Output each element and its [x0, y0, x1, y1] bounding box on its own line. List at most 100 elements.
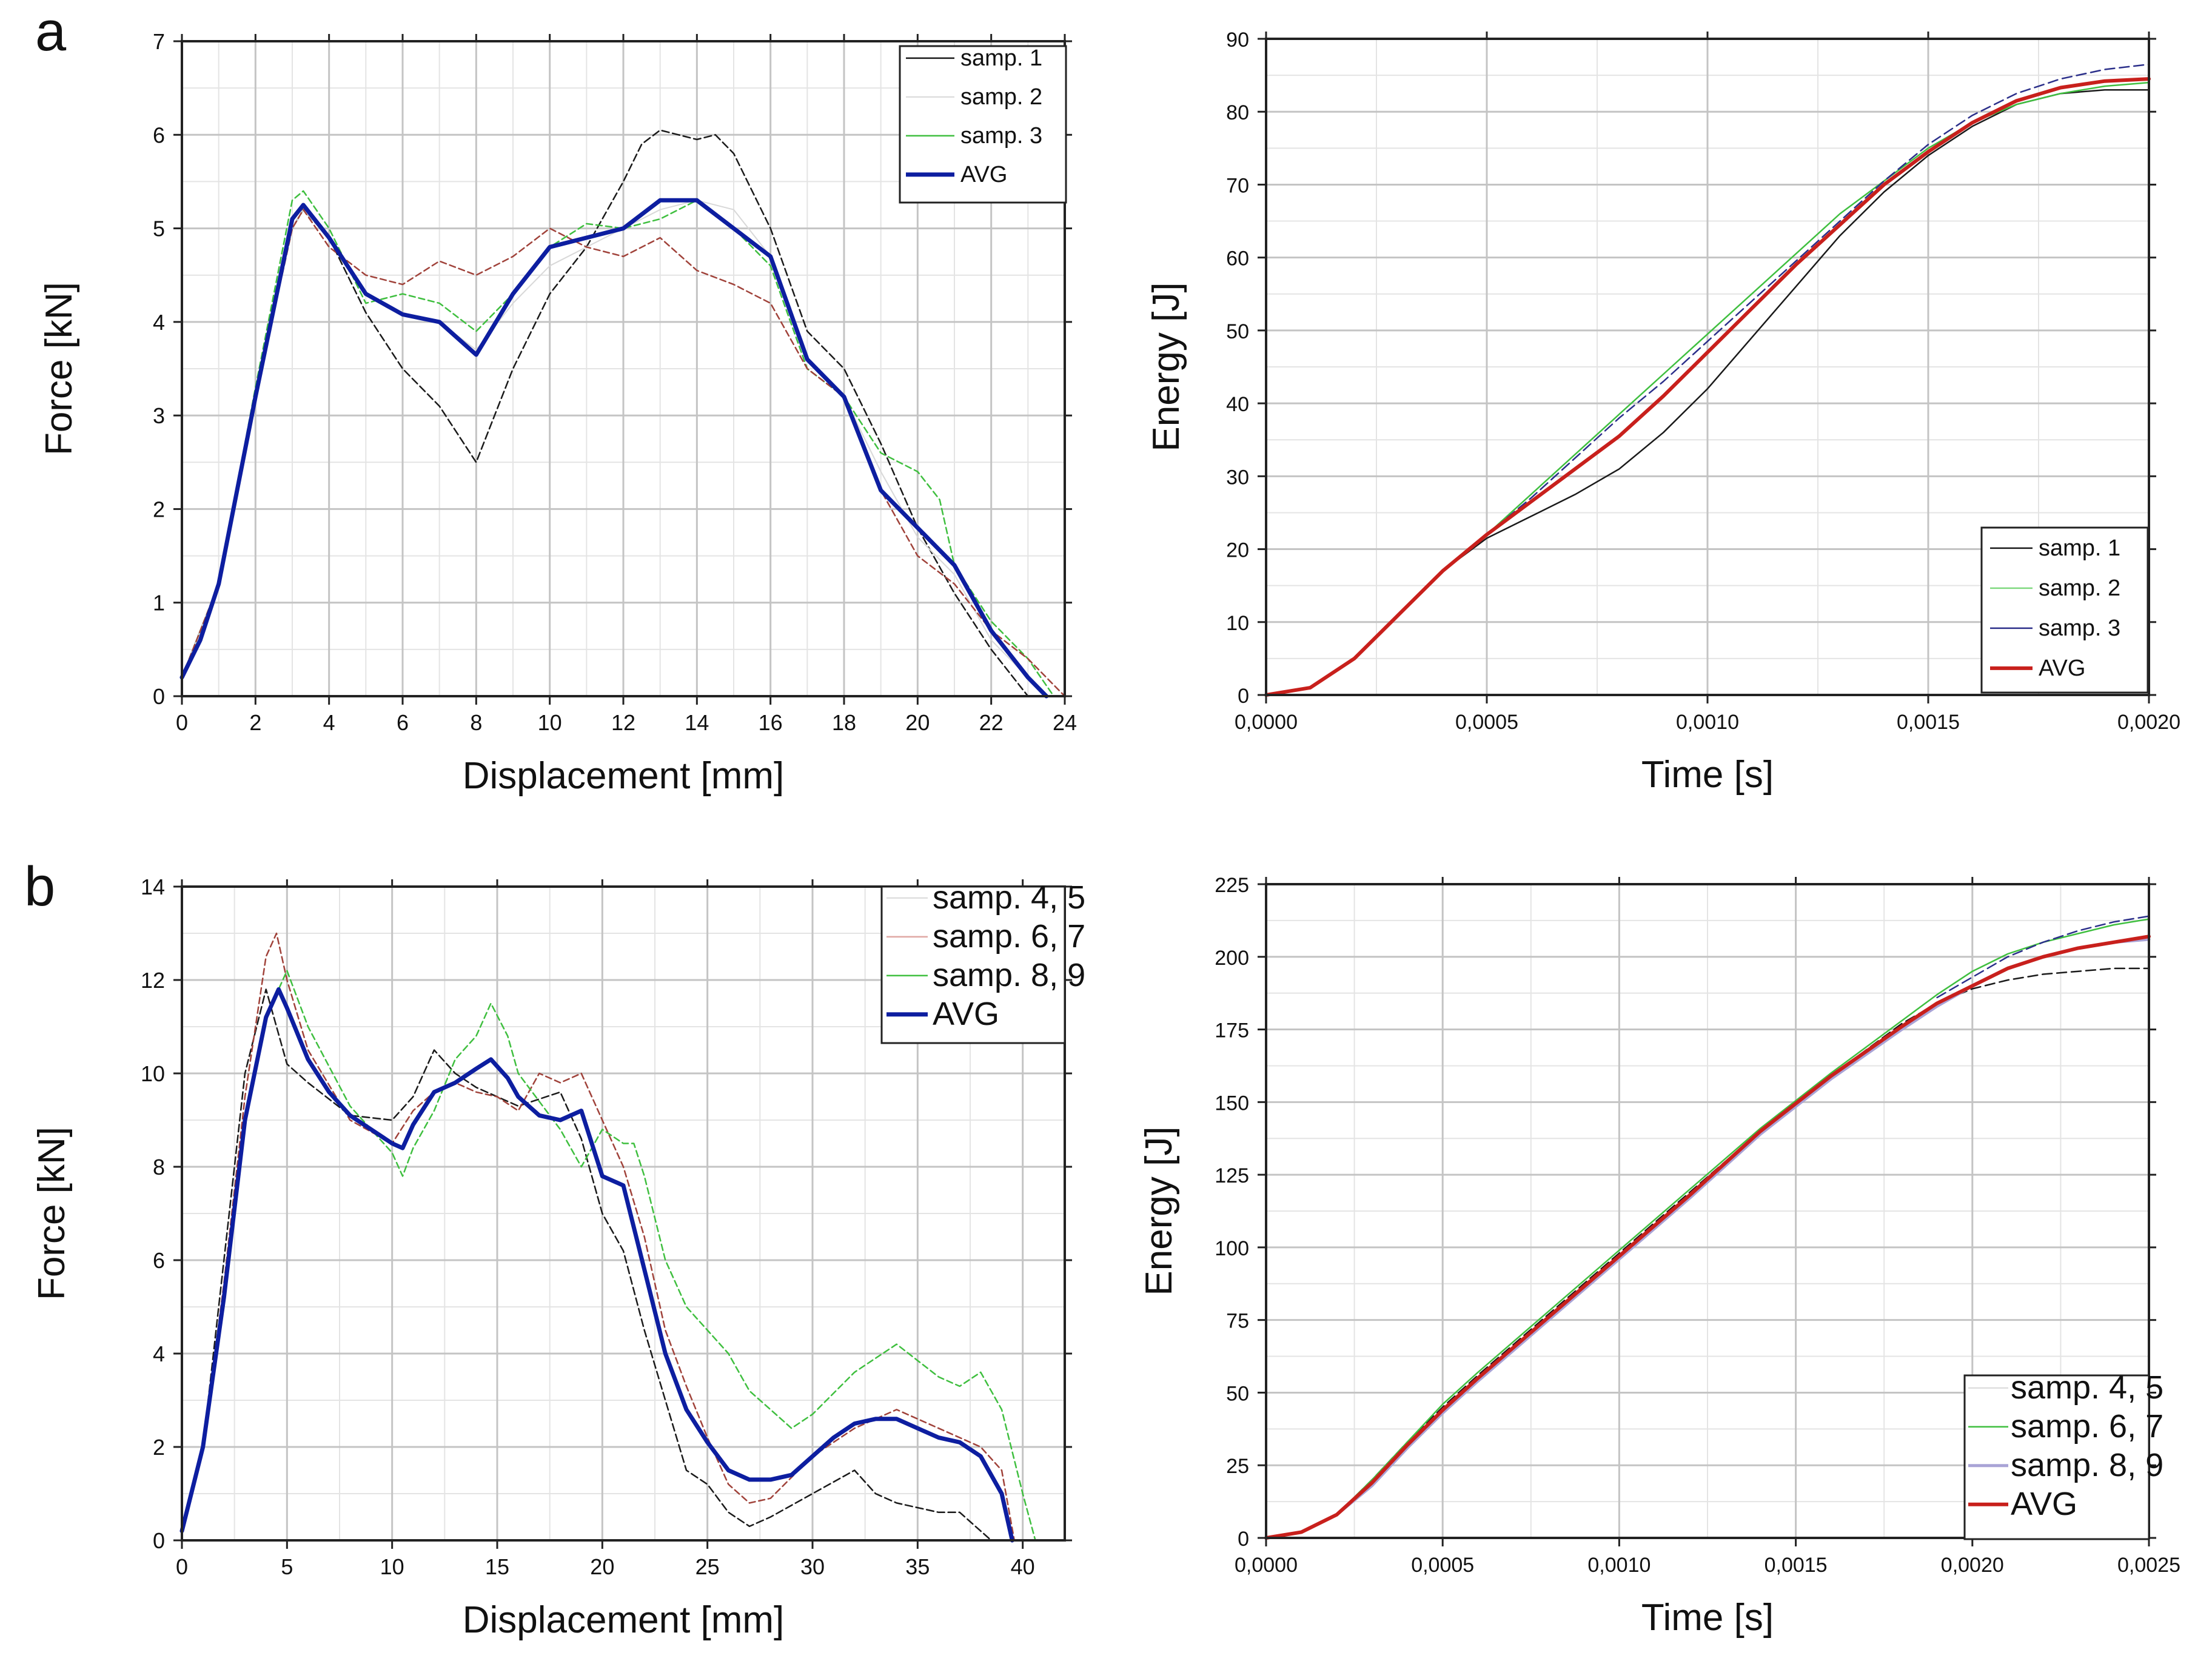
x-tick-label: 8 — [470, 710, 482, 735]
x-tick-label: 0,0025 — [2117, 1554, 2180, 1577]
legend-box — [1963, 1374, 2150, 1540]
legend-label: samp. 1 — [2039, 535, 2120, 561]
legend-label: samp. 8, 9 — [933, 957, 1085, 993]
x-tick-label: 20 — [905, 710, 930, 735]
x-tick-label: 24 — [1053, 710, 1077, 735]
x-tick-label: 0,0005 — [1411, 1554, 1474, 1577]
y-tick-label: 0 — [153, 1528, 165, 1553]
chart-a-energy: 0,0000 0,0005 0,0010 0,0015 0,0020 0 10 20 30 40 5… — [1145, 29, 2180, 796]
y-tick-label: 20 — [1226, 539, 1249, 562]
y-tick-label: 175 — [1215, 1019, 1249, 1042]
y-tick-label: 2 — [153, 497, 165, 522]
y-tick-label: 90 — [1226, 29, 1249, 52]
y-tick-label: 30 — [1226, 466, 1249, 489]
panel-label-b: b — [24, 856, 56, 918]
y-tick-label: 5 — [153, 216, 165, 241]
series-line-avg — [179, 987, 1014, 1543]
y-tick-label: 10 — [141, 1061, 165, 1086]
x-tick-label: 14 — [685, 710, 709, 735]
y-axis-title: Force [kN] — [31, 1127, 73, 1300]
chart-a-force: 0 2 4 6 8 10 12 14 16 18 20 22 2401234567Displacemen… — [38, 29, 1077, 797]
x-tick-label: 22 — [979, 710, 1004, 735]
x-tick-label: 0,0015 — [1897, 711, 1960, 734]
y-tick-label: 225 — [1215, 874, 1249, 897]
x-tick-label: 0,0010 — [1676, 711, 1739, 734]
y-tick-label: 40 — [1226, 393, 1249, 416]
y-tick-label: 125 — [1215, 1164, 1249, 1187]
legend-label: samp. 2 — [960, 84, 1042, 110]
x-tick-label: 0,0010 — [1587, 1554, 1651, 1577]
legend-label: samp. 6, 7 — [933, 918, 1085, 955]
y-tick-label: 6 — [153, 122, 165, 147]
x-tick-label: 0,0020 — [1941, 1554, 2004, 1577]
legend-box — [880, 885, 1066, 1044]
x-tick-label: 10 — [380, 1554, 404, 1579]
x-tick-label: 25 — [695, 1554, 720, 1579]
y-tick-label: 0 — [153, 684, 165, 709]
y-tick-label: 4 — [153, 310, 165, 335]
y-tick-label: 200 — [1215, 947, 1249, 970]
legend-label: samp. 4, 5 — [933, 879, 1085, 916]
x-tick-label: 12 — [611, 710, 635, 735]
y-tick-label: 60 — [1226, 247, 1249, 270]
series-line-avg — [1264, 935, 2151, 1540]
legend-label: samp. 6, 7 — [2011, 1408, 2163, 1445]
y-tick-label: 7 — [153, 29, 165, 54]
y-tick-label: 100 — [1215, 1237, 1249, 1260]
series-line-samp-2 — [181, 200, 1047, 697]
series-line-avg — [1264, 77, 2151, 697]
series-line-avg — [179, 198, 1049, 699]
y-axis-title: Energy [J] — [1138, 1126, 1180, 1295]
y-tick-label: 8 — [153, 1155, 165, 1180]
legend-label: samp. 3 — [960, 123, 1042, 149]
legend-label: samp. 1 — [960, 45, 1042, 71]
x-tick-label: 0,0005 — [1455, 711, 1518, 734]
x-tick-label: 16 — [759, 710, 783, 735]
x-axis-title: Time [s] — [1641, 1597, 1774, 1639]
y-tick-label: 0 — [1238, 685, 1249, 708]
x-tick-label: 40 — [1011, 1554, 1035, 1579]
x-tick-label: 35 — [905, 1554, 930, 1579]
x-tick-label: 5 — [281, 1554, 293, 1579]
series-line-samp-4 — [181, 209, 1066, 697]
x-tick-label: 0 — [176, 710, 188, 735]
y-tick-label: 150 — [1215, 1092, 1249, 1115]
y-tick-label: 14 — [141, 874, 165, 899]
x-axis-title: Displacement [mm] — [463, 1599, 785, 1641]
x-tick-label: 20 — [590, 1554, 614, 1579]
legend-label: samp. 8, 9 — [2011, 1447, 2163, 1483]
y-tick-label: 80 — [1226, 101, 1249, 124]
x-tick-label: 0 — [176, 1554, 188, 1579]
legend-box — [1980, 526, 2149, 694]
x-tick-label: 4 — [323, 710, 335, 735]
x-tick-label: 2 — [249, 710, 261, 735]
panel-label-a: a — [35, 1, 67, 62]
legend-label: samp. 3 — [2039, 616, 2120, 641]
y-axis-title: Energy [J] — [1145, 282, 1187, 451]
x-tick-label: 0,0000 — [1235, 1554, 1298, 1577]
x-tick-label: 30 — [800, 1554, 825, 1579]
x-tick-label: 10 — [538, 710, 562, 735]
series-line-samp-3 — [181, 190, 1055, 697]
x-tick-label: 6 — [397, 710, 409, 735]
chart-b-energy: 0,0000 0,0005 0,0010 0,0015 0,0020 0,0025 0 25 5… — [1138, 874, 2180, 1639]
series-line-samp-4-5 — [181, 988, 992, 1542]
series-line-samp-6-7 — [181, 932, 1016, 1542]
series-line-samp-3 — [1936, 915, 2150, 999]
y-tick-label: 50 — [1226, 1382, 1249, 1405]
x-axis-title: Time [s] — [1641, 754, 1774, 796]
y-tick-label: 70 — [1226, 174, 1249, 197]
legend-label: AVG — [960, 162, 1007, 187]
x-tick-label: 15 — [485, 1554, 509, 1579]
y-tick-label: 75 — [1226, 1310, 1249, 1333]
y-tick-label: 2 — [153, 1435, 165, 1460]
plot-frame — [1265, 883, 2150, 1539]
y-tick-label: 50 — [1226, 320, 1249, 343]
plot-frame — [181, 885, 1066, 1542]
legend-label: AVG — [2039, 656, 2085, 681]
y-tick-label: 1 — [153, 591, 165, 616]
legend-label: AVG — [933, 996, 999, 1032]
legend-label: samp. 2 — [2039, 576, 2120, 601]
y-tick-label: 12 — [141, 968, 165, 993]
